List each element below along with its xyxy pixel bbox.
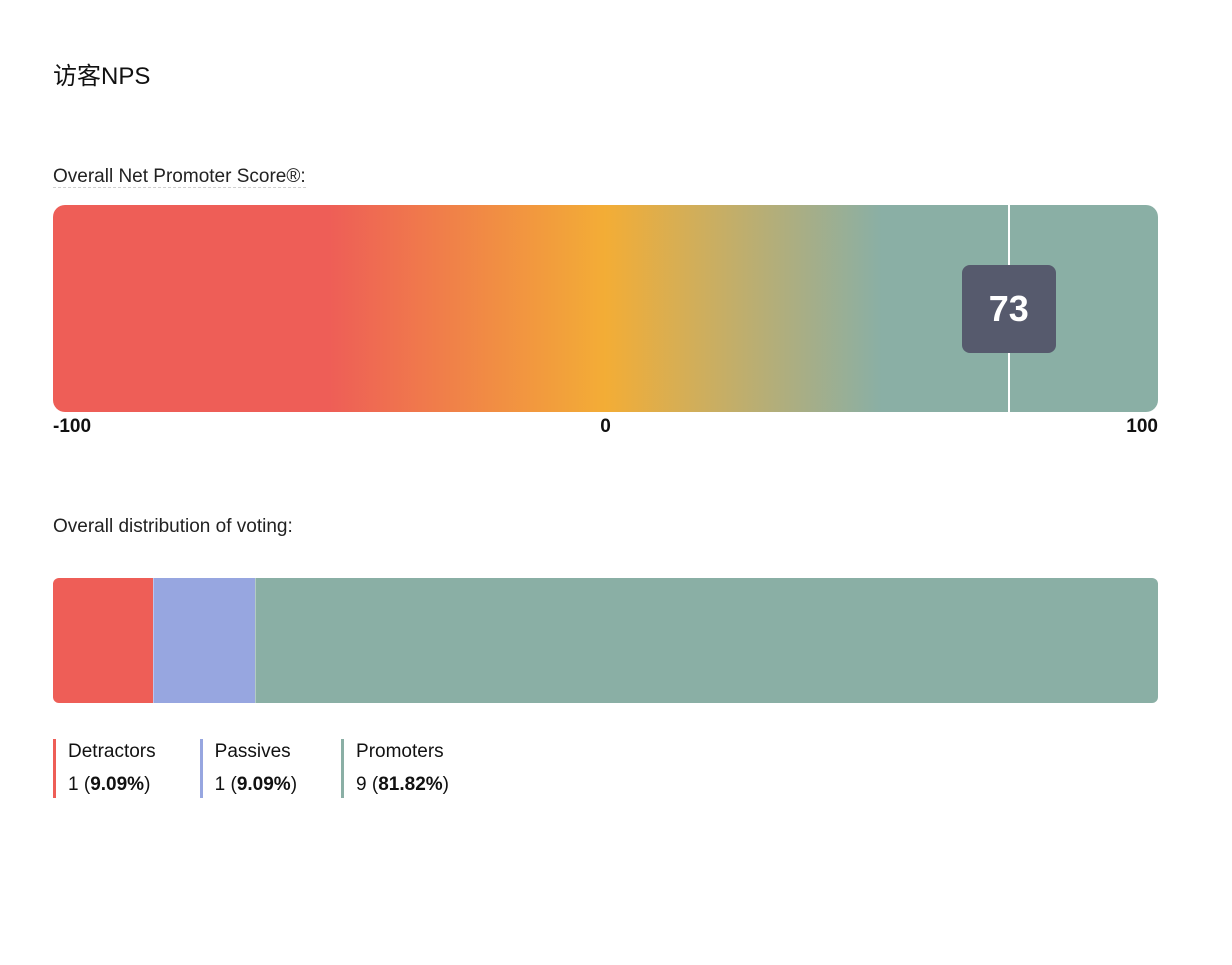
nps-label-text: Overall Net Promoter Score®: [53,166,306,188]
legend-label-passives: Passives [214,741,291,762]
legend-value-passives: 1 (9.09%) [214,774,298,795]
legend-label-detractors: Detractors [68,741,156,762]
legend-item-passives: Passives 1 (9.09%) [199,739,298,798]
distribution-segment-promoters [254,578,1158,703]
distribution-section-label: Overall distribution of voting: [53,516,293,537]
gauge-tick-max: 100 [1126,416,1158,437]
legend-item-detractors: Detractors 1 (9.09%) [53,739,156,798]
distribution-segment-passives [153,578,255,703]
distribution-segment-detractors [53,578,154,703]
nps-gauge: 73 [53,205,1158,412]
legend-label-promoters: Promoters [356,741,444,762]
gauge-tick-zero: 0 [600,416,611,437]
nps-score-badge: 73 [961,265,1056,353]
distribution-legend: Detractors 1 (9.09%) Passives 1 (9.09%) … [53,739,493,798]
page-title: 访客NPS [53,63,151,90]
legend-item-promoters: Promoters 9 (81.82%) [341,739,449,798]
legend-value-detractors: 1 (9.09%) [68,774,151,795]
gauge-tick-min: -100 [53,416,92,437]
nps-section-label: Overall Net Promoter Score®: [53,166,306,188]
distribution-bar [53,578,1158,703]
legend-value-promoters: 9 (81.82%) [356,774,449,795]
